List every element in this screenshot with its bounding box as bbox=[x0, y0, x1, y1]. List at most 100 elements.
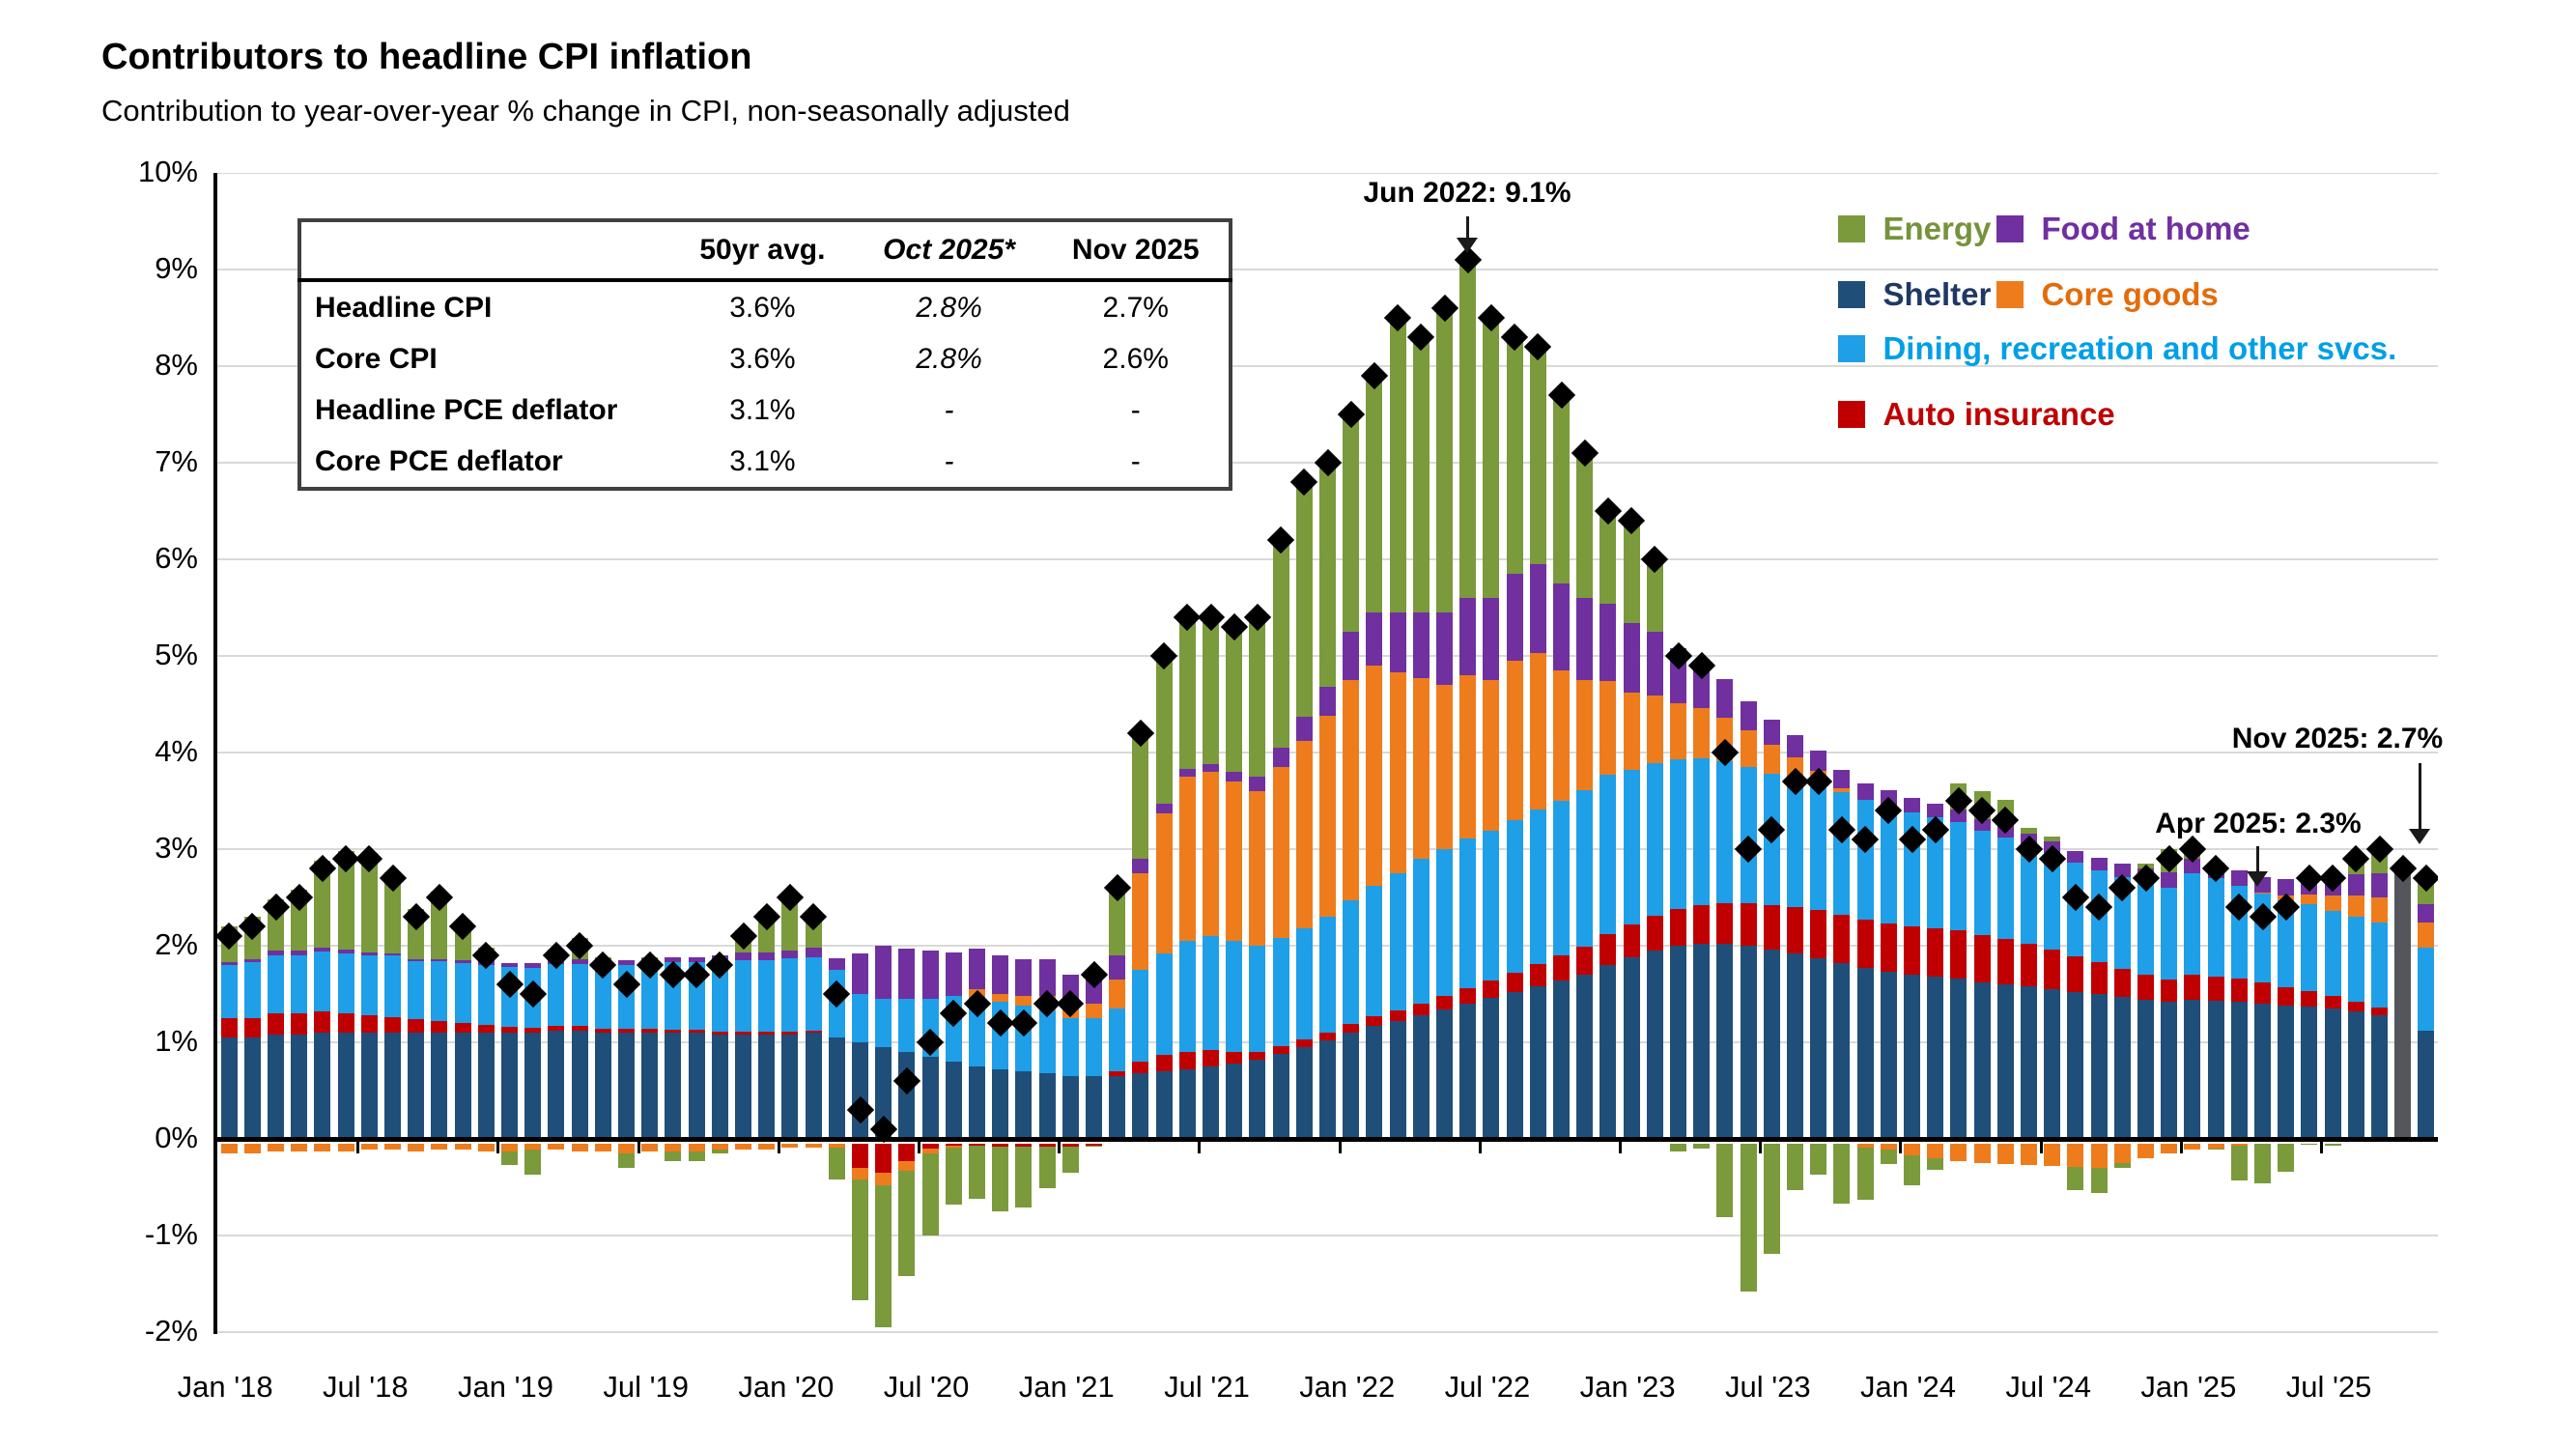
bar-segment-shelter bbox=[992, 1069, 1009, 1139]
bar-segment-energy bbox=[1366, 376, 1383, 612]
bar-segment-energy bbox=[1412, 337, 1430, 612]
bar-segment-energy bbox=[1038, 1147, 1056, 1188]
bar-segment-core_goods bbox=[735, 1144, 751, 1150]
bar-segment-shelter bbox=[735, 1035, 751, 1139]
bar-segment-auto bbox=[1436, 996, 1453, 1009]
row-label-headline-cpi: Headline CPI bbox=[299, 280, 670, 333]
bar-segment-dining bbox=[1038, 1010, 1056, 1073]
bar-segment-auto bbox=[1015, 1144, 1033, 1147]
bar-segment-energy bbox=[1203, 617, 1219, 764]
bar-segment-food_home bbox=[781, 951, 799, 958]
bar-segment-shelter bbox=[1062, 1076, 1079, 1139]
bar-segment-dining bbox=[548, 964, 565, 1026]
bar-segment-energy bbox=[501, 1151, 518, 1165]
bar-segment-food_home bbox=[688, 957, 705, 962]
bar-segment-energy bbox=[2021, 828, 2037, 834]
bar-segment-shelter bbox=[1553, 980, 1570, 1139]
bar-segment-shelter bbox=[1904, 975, 1920, 1139]
bar-segment-dining bbox=[360, 955, 378, 1015]
bar-segment-shelter bbox=[524, 1033, 542, 1139]
bar-segment-dining bbox=[1996, 838, 2014, 939]
bar-segment-energy bbox=[2090, 1168, 2108, 1193]
bar-segment-energy bbox=[2301, 1144, 2318, 1145]
bar-segment-dining bbox=[2324, 911, 2341, 996]
bar-segment-auto bbox=[2161, 980, 2178, 1002]
bar-segment-food_home bbox=[314, 948, 331, 952]
bar-segment-auto bbox=[1856, 920, 1874, 968]
bar-segment-auto bbox=[2090, 962, 2108, 994]
bar-segment-energy bbox=[945, 1148, 962, 1205]
bar-segment-dining bbox=[1693, 758, 1711, 905]
bar-segment-shelter bbox=[1203, 1066, 1219, 1139]
bar-segment-dining bbox=[1670, 759, 1686, 909]
bar-segment-shelter bbox=[1506, 992, 1523, 1139]
y-axis-label: 6% bbox=[155, 541, 198, 575]
bar-segment-auto bbox=[2371, 1008, 2388, 1015]
bar-segment-dining bbox=[2161, 888, 2178, 980]
bar-segment-shelter bbox=[1833, 963, 1851, 1139]
headline-diamond bbox=[846, 1095, 874, 1124]
headline-diamond bbox=[425, 883, 454, 912]
bar-segment-food_home bbox=[360, 952, 378, 955]
y-axis-label: 5% bbox=[155, 638, 198, 671]
headline-diamond bbox=[589, 951, 617, 980]
headline-diamond bbox=[1477, 303, 1506, 332]
bar-segment-food_home bbox=[1553, 583, 1570, 670]
bar-segment-shelter bbox=[2161, 1002, 2178, 1139]
cell-headline-nov: 2.7% bbox=[1042, 280, 1231, 333]
bar-segment-auto bbox=[1996, 939, 2014, 984]
bar-segment-food_home bbox=[1249, 777, 1266, 791]
x-axis-label: Jul '21 bbox=[1164, 1370, 1250, 1404]
bar-segment-auto bbox=[1973, 935, 1991, 982]
bar-segment-dining bbox=[1226, 941, 1243, 1052]
bar-segment-auto bbox=[2230, 979, 2248, 1002]
bar-segment-core_goods bbox=[2184, 1144, 2201, 1150]
bar-segment-dining bbox=[1623, 770, 1640, 924]
bar-segment-food_home bbox=[828, 958, 845, 970]
headline-diamond bbox=[1103, 873, 1131, 902]
bar-segment-energy bbox=[1763, 1144, 1780, 1254]
bar-segment-dining bbox=[337, 953, 354, 1013]
chart-title: Contributors to headline CPI inflation bbox=[101, 37, 752, 77]
bar-segment-food_home bbox=[618, 960, 635, 965]
bar-segment-core_goods bbox=[1483, 680, 1500, 831]
bar-segment-core_goods bbox=[1904, 1144, 1920, 1155]
bar-segment-dining bbox=[1576, 790, 1594, 947]
x-axis-tick bbox=[2179, 1139, 2183, 1153]
bar-segment-auto bbox=[2067, 956, 2084, 992]
bar-segment-food_home bbox=[408, 959, 425, 961]
bar-segment-energy bbox=[1459, 260, 1477, 598]
bar-segment-dining bbox=[2044, 853, 2061, 950]
bar-segment-auto bbox=[1272, 1046, 1289, 1054]
headline-diamond bbox=[1524, 332, 1552, 361]
bar-segment-auto bbox=[898, 1144, 916, 1161]
bar-segment-auto bbox=[337, 1013, 354, 1033]
bar-segment-energy bbox=[1249, 617, 1266, 777]
bar-segment-core_goods bbox=[2254, 893, 2271, 894]
bar-segment-dining bbox=[1787, 779, 1803, 907]
x-axis-label: Jul '19 bbox=[603, 1370, 689, 1404]
bar-segment-energy bbox=[1272, 540, 1289, 748]
bar-segment-food_home bbox=[1529, 564, 1546, 653]
bar-segment-food_home bbox=[1973, 819, 1991, 831]
bar-segment-energy bbox=[1599, 511, 1617, 604]
bar-segment-shelter bbox=[2278, 1006, 2295, 1139]
bar-segment-dining bbox=[1343, 900, 1360, 1024]
bar-segment-auto bbox=[2254, 982, 2271, 1004]
bar-segment-auto bbox=[665, 1030, 682, 1033]
bar-segment-energy bbox=[1553, 395, 1570, 583]
auto-insurance-swatch-icon bbox=[1838, 401, 1865, 428]
bar-segment-shelter bbox=[2113, 997, 2131, 1139]
bar-segment-food_home bbox=[1038, 959, 1056, 996]
bar-segment-shelter bbox=[711, 1035, 728, 1139]
bar-segment-food_home bbox=[2278, 879, 2295, 895]
bar-segment-shelter bbox=[828, 1037, 845, 1139]
bar-segment-shelter bbox=[1693, 944, 1711, 1139]
bar-segment-energy bbox=[2324, 1144, 2341, 1146]
bar-segment-shelter bbox=[1343, 1033, 1360, 1139]
row-label-core-pce: Core PCE deflator bbox=[299, 436, 670, 489]
y-axis-label: 4% bbox=[155, 734, 198, 768]
bar-segment-auto bbox=[1763, 905, 1780, 950]
bar-segment-food_home bbox=[1366, 612, 1383, 666]
headline-diamond bbox=[1711, 738, 1740, 767]
